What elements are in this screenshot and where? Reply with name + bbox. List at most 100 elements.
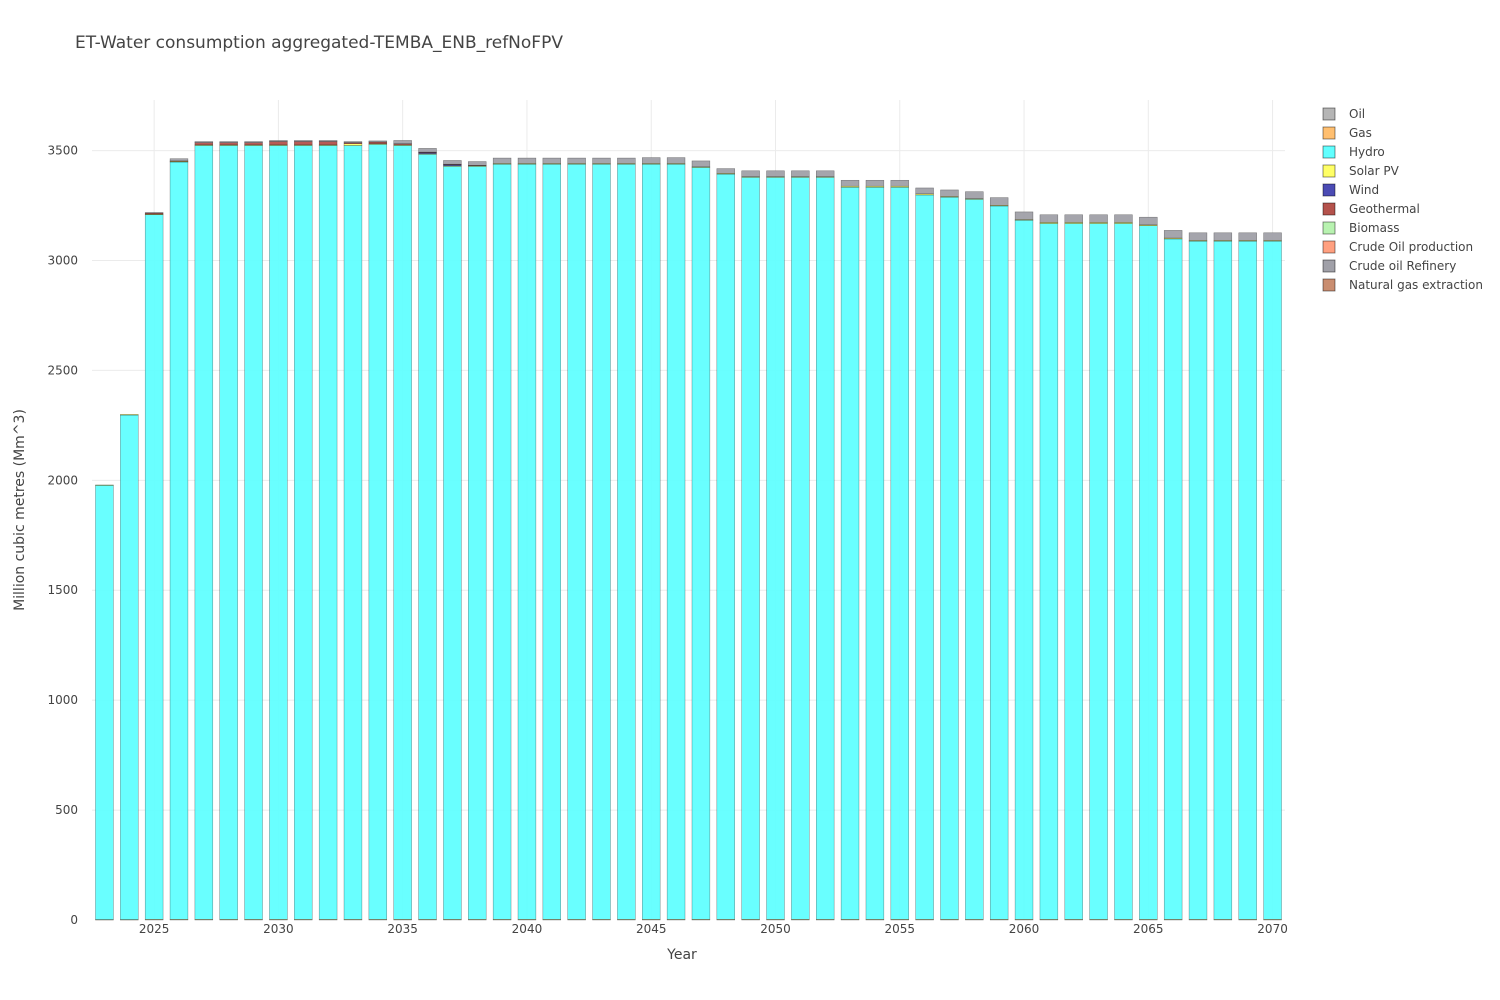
- legend-swatch: [1322, 164, 1336, 178]
- axis-layer: 0 500 1000 1500 2000 2500 3000 3500 2025 2030 2035…: [47, 144, 1287, 936]
- bar-segment-solar-pv: [1213, 240, 1233, 242]
- bar-segment-crude-oil-refinery: [492, 157, 512, 164]
- bar-segment-crude-oil-refinery: [1238, 232, 1257, 241]
- bar-segment-hydro: [741, 177, 760, 920]
- bar-segment-hydro: [517, 163, 537, 920]
- bar-segment-hydro: [443, 166, 462, 920]
- bar-segment-geothermal: [294, 141, 313, 146]
- bar-segment-crude-oil-refinery: [766, 170, 785, 177]
- bar-segment-solar-pv: [1089, 222, 1108, 224]
- bar-segment-hydro: [1089, 223, 1108, 920]
- legend: Oil Gas Hydro Solar PV Wind Geothermal Biomass…: [1322, 107, 1483, 292]
- bar-segment-crude-oil-refinery: [542, 157, 561, 164]
- legend-label: Crude Oil production: [1349, 240, 1473, 254]
- x-tick-label: 2030: [263, 922, 294, 936]
- bar-segment-crude-oil-refinery: [840, 179, 860, 187]
- bar-segment-hydro: [418, 154, 437, 920]
- bar-segment-solar-pv: [95, 484, 114, 486]
- bar-segment-crude-oil-refinery: [716, 168, 735, 174]
- bar-segment-crude-oil-refinery: [642, 157, 661, 164]
- bar-segment-crude-oil-refinery: [989, 197, 1009, 206]
- bar-segment-crude-oil-refinery: [418, 148, 437, 153]
- bar-segment-crude-oil-refinery: [915, 187, 934, 195]
- bar-segment-crude-oil-refinery: [890, 179, 909, 187]
- legend-swatch: [1322, 202, 1336, 216]
- bar-segment-hydro: [219, 145, 238, 920]
- bar-segment-crude-oil-refinery: [1039, 214, 1059, 223]
- bar-segment-hydro: [915, 194, 934, 920]
- bar-segment-crude-oil-refinery: [816, 170, 835, 177]
- bar-segment-hydro: [791, 177, 810, 920]
- x-tick-label: 2070: [1257, 922, 1288, 936]
- x-tick-label: 2040: [512, 922, 543, 936]
- bar-segment-geothermal: [244, 142, 263, 146]
- bar-segment-hydro: [368, 144, 388, 920]
- bar-segment-crude-oil-refinery: [343, 141, 363, 143]
- x-tick-label: 2055: [884, 922, 915, 936]
- bar-segment-crude-oil-refinery: [1089, 214, 1108, 223]
- bar-segment-geothermal: [194, 142, 214, 146]
- bar-segment-hydro: [592, 163, 611, 920]
- bar-segment-hydro: [642, 163, 661, 920]
- y-axis-title: Million cubic metres (Mm^3): [12, 409, 28, 611]
- bar-segment-hydro: [567, 163, 586, 920]
- legend-swatch: [1322, 221, 1336, 235]
- y-tick-label: 2000: [47, 473, 78, 487]
- bar-segment-hydro: [194, 145, 214, 920]
- bar-segment-solar-pv: [1064, 222, 1083, 224]
- bar-segment-geothermal: [219, 142, 238, 146]
- bar-segment-hydro: [343, 145, 363, 920]
- bar-segment-hydro: [1039, 223, 1059, 920]
- bar-segment-crude-oil-refinery: [592, 157, 611, 164]
- legend-label: Solar PV: [1349, 164, 1400, 178]
- bar-segment-crude-oil-refinery: [940, 189, 959, 197]
- bar-segment-crude-oil-refinery: [741, 170, 760, 177]
- bar-segment-crude-oil-refinery: [144, 212, 164, 214]
- bar-segment-hydro: [1263, 240, 1282, 920]
- bar-segment-hydro: [1163, 238, 1183, 920]
- bar-segment-hydro: [120, 414, 139, 920]
- bar-segment-hydro: [666, 163, 686, 920]
- bar-segment-crude-oil-refinery: [517, 157, 537, 164]
- x-axis-title: Year: [666, 947, 697, 963]
- chart-title: ET-Water consumption aggregated-TEMBA_EN…: [75, 33, 563, 53]
- legend-swatch: [1322, 126, 1336, 140]
- bar-segment-crude-oil-refinery: [567, 157, 586, 164]
- bar-segment-hydro: [542, 163, 561, 920]
- bar-segment-hydro: [617, 163, 636, 920]
- bar-segment-crude-oil-refinery: [617, 157, 636, 164]
- bar-segment-hydro: [95, 485, 114, 920]
- bar-segment-solar-pv: [1039, 222, 1059, 224]
- bar-segment-solar-pv: [1014, 219, 1034, 221]
- bar-segment-hydro: [144, 214, 164, 920]
- legend-label: Biomass: [1349, 221, 1399, 235]
- x-tick-label: 2065: [1133, 922, 1164, 936]
- bar-segment-crude-oil-refinery: [393, 140, 412, 144]
- y-tick-label: 2500: [47, 363, 78, 377]
- bar-segment-crude-oil-refinery: [294, 140, 313, 142]
- bar-segment-crude-oil-refinery: [1263, 232, 1282, 241]
- legend-label: Gas: [1349, 126, 1372, 140]
- legend-swatch: [1322, 107, 1336, 121]
- x-tick-label: 2025: [139, 922, 170, 936]
- bar-segment-hydro: [816, 177, 835, 920]
- bar-segment-solar-pv: [1188, 240, 1208, 242]
- bar-segment-solar-pv: [1139, 224, 1158, 226]
- bar-segment-crude-oil-refinery: [1188, 232, 1208, 241]
- y-tick-label: 0: [70, 913, 78, 927]
- y-tick-label: 500: [55, 803, 78, 817]
- bar-segment-hydro: [1014, 220, 1034, 920]
- bar-segment-crude-oil-refinery: [1064, 214, 1083, 223]
- bar-segment-solar-pv: [1263, 240, 1282, 242]
- x-tick-label: 2035: [387, 922, 418, 936]
- bar-segment-geothermal: [368, 141, 388, 144]
- bar-segment-geothermal: [318, 141, 338, 146]
- bar-segment-crude-oil-refinery: [269, 140, 288, 142]
- bar-segment-crude-oil-refinery: [244, 141, 263, 143]
- legend-swatch: [1322, 259, 1336, 273]
- bar-segment-crude-oil-refinery: [1014, 211, 1034, 220]
- bar-segment-solar-pv: [1114, 222, 1133, 224]
- bar-segment-crude-oil-refinery: [791, 170, 810, 177]
- bar-segment-hydro: [691, 167, 711, 920]
